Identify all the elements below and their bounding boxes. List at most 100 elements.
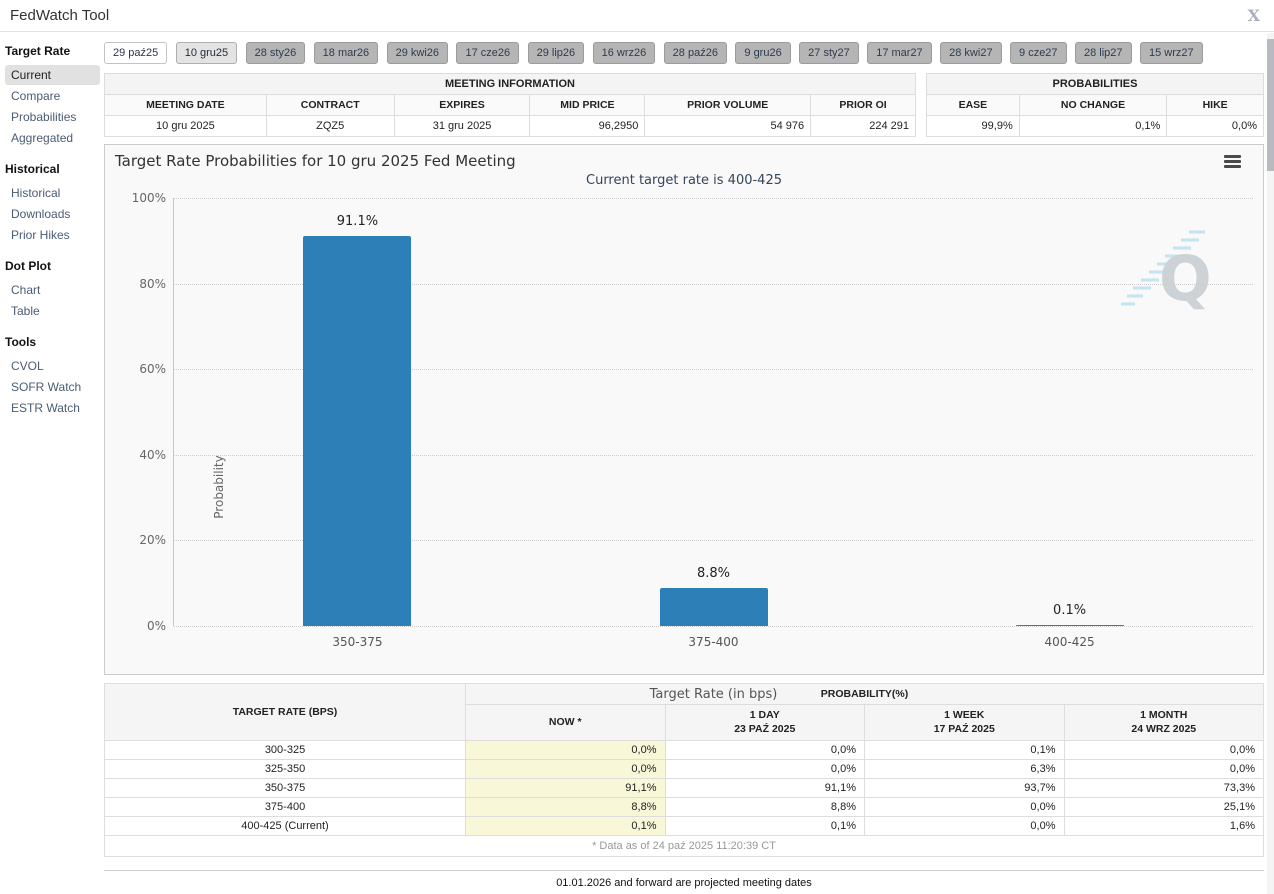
hamburger-menu-icon[interactable]	[1224, 155, 1241, 170]
col-1-week: 1 WEEK 17 PAŹ 2025	[864, 704, 1065, 741]
sidebar-item-compare[interactable]: Compare	[11, 89, 61, 103]
y-axis-tick-label: 40%	[139, 447, 166, 462]
sidebar-item-aggregated[interactable]: Aggregated	[11, 131, 74, 145]
tab-28-kwi27[interactable]: 28 kwi27	[940, 42, 1002, 64]
x-axis-tick-label: 400-425	[1044, 635, 1095, 649]
projected-dates-note: 01.01.2026 and forward are projected mee…	[104, 869, 1264, 894]
sidebar-section-tools: Tools	[5, 335, 37, 349]
now-cell: 0,0%	[465, 758, 666, 779]
meeting-date-value: 10 gru 2025	[104, 115, 267, 137]
table-row: 375-400 8,8% 8,8% 0,0% 25,1%	[104, 796, 1264, 817]
col-contract: CONTRACT	[265, 94, 395, 116]
day-cell: 0,0%	[664, 739, 865, 760]
sidebar-section-target-rate: Target Rate	[5, 44, 71, 58]
bar-value-label: 8.8%	[696, 566, 731, 582]
probability-history-table: TARGET RATE (BPS) PROBABILITY(%) NOW * 1…	[104, 682, 1264, 857]
quikstrike-watermark-icon: Q	[1121, 230, 1212, 315]
month-cell: 25,1%	[1063, 796, 1264, 817]
sidebar-item-chart[interactable]: Chart	[11, 283, 41, 297]
gridline	[174, 283, 1253, 285]
sidebar-item-downloads[interactable]: Downloads	[11, 207, 71, 221]
scrollbar-thumb[interactable]	[1267, 39, 1274, 171]
week-cell: 6,3%	[864, 758, 1065, 779]
tab-28-sty26[interactable]: 28 sty26	[245, 42, 306, 64]
gridline	[174, 540, 1253, 542]
week-cell: 0,0%	[864, 796, 1065, 817]
now-cell: 8,8%	[465, 796, 666, 817]
now-cell: 0,0%	[465, 739, 666, 760]
sidebar-section-historical: Historical	[5, 162, 60, 176]
table-row: 400-425 (Current) 0,1% 0,1% 0,0% 1,6%	[104, 815, 1264, 836]
tab-29-lip26[interactable]: 29 lip26	[527, 42, 585, 64]
month-cell: 73,3%	[1063, 777, 1264, 798]
tab-18-mar26[interactable]: 18 mar26	[313, 42, 379, 64]
y-axis-tick-label: 100%	[131, 191, 166, 205]
bar-350-375[interactable]	[303, 236, 412, 626]
sidebar-item-historical[interactable]: Historical	[11, 186, 61, 200]
x-axis-tick-label: 375-400	[688, 635, 739, 649]
mid-price-value: 96,2950	[529, 115, 646, 137]
sidebar-item-probabilities[interactable]: Probabilities	[11, 110, 77, 124]
month-cell: 0,0%	[1063, 739, 1264, 760]
y-axis-title: Probability	[212, 455, 226, 519]
probability-chart: Target Rate Probabilities for 10 gru 202…	[104, 144, 1264, 702]
sidebar-item-sofr-watch[interactable]: SOFR Watch	[11, 380, 82, 394]
chart-plot: Probability Target Rate (in bps) Q 0% 20%…	[132, 191, 1253, 702]
data-as-of-note: * Data as of 24 paź 2025 11:20:39 CT	[104, 834, 1264, 857]
day-cell: 91,1%	[664, 777, 865, 798]
ease-value: 99,9%	[926, 115, 1020, 137]
gridline	[174, 454, 1253, 456]
probabilities-title: PROBABILITIES	[926, 73, 1264, 95]
col-1-day: 1 DAY 23 PAŹ 2025	[664, 704, 865, 741]
sidebar-section-dot-plot: Dot Plot	[5, 259, 51, 273]
y-axis-tick-label: 60%	[139, 362, 166, 377]
tab-29-paz25[interactable]: 29 paź25	[104, 42, 168, 64]
tab-16-wrz26[interactable]: 16 wrz26	[592, 42, 656, 64]
close-icon[interactable]: X	[1247, 6, 1260, 25]
tab-29-kwi26[interactable]: 29 kwi26	[386, 42, 449, 64]
tab-28-paz26[interactable]: 28 paź26	[663, 42, 727, 64]
tab-15-wrz27[interactable]: 15 wrz27	[1140, 42, 1203, 64]
bar-value-label: 0.1%	[1053, 603, 1087, 618]
sidebar-item-table[interactable]: Table	[11, 304, 40, 318]
table-row: 300-325 0,0% 0,0% 0,1% 0,0%	[104, 739, 1264, 760]
week-cell: 93,7%	[864, 777, 1065, 798]
col-prior-oi: PRIOR OI	[810, 94, 916, 116]
contract-value: ZQZ5	[265, 115, 395, 137]
sidebar-item-current[interactable]: Current	[5, 65, 100, 85]
bar-400-425[interactable]	[1015, 625, 1124, 626]
prior-oi-value: 224 291	[810, 115, 916, 137]
y-axis-tick-label: 0%	[146, 619, 166, 633]
page-title: FedWatch Tool	[10, 7, 110, 24]
sidebar-item-prior-hikes[interactable]: Prior Hikes	[11, 228, 70, 242]
bar-375-400[interactable]	[659, 588, 768, 626]
table-row: 325-350 0,0% 0,0% 6,3% 0,0%	[104, 758, 1264, 779]
tab-9-gru26[interactable]: 9 gru26	[735, 42, 791, 64]
hike-value: 0,0%	[1166, 115, 1264, 137]
rate-cell: 400-425 (Current)	[104, 815, 466, 836]
week-cell: 0,1%	[864, 739, 1065, 760]
table-row: 350-375 91,1% 91,1% 93,7% 73,3%	[104, 777, 1264, 798]
x-axis-title: Target Rate (in bps)	[649, 687, 778, 702]
sidebar: Target Rate Current Compare Probabilitie…	[0, 32, 104, 894]
sidebar-item-cvol[interactable]: CVOL	[11, 359, 44, 373]
no-change-value: 0,1%	[1018, 115, 1168, 137]
x-axis-tick-label: 350-375	[332, 635, 383, 649]
tab-17-mar27[interactable]: 17 mar27	[867, 42, 932, 64]
tab-10-gru25[interactable]: 10 gru25	[175, 42, 238, 64]
rate-cell: 325-350	[104, 758, 466, 779]
tab-17-cze26[interactable]: 17 cze26	[456, 42, 520, 64]
meeting-information-table: MEETING INFORMATION MEETING DATE CONTRAC…	[104, 73, 916, 137]
vertical-scrollbar[interactable]	[1267, 33, 1274, 894]
meeting-date-tabs: 29 paź25 10 gru25 28 sty26 18 mar26 29 k…	[104, 42, 1264, 64]
gridline	[174, 626, 1253, 627]
col-now: NOW *	[465, 704, 666, 741]
tab-9-cze27[interactable]: 9 cze27	[1010, 42, 1067, 64]
col-prior-volume: PRIOR VOLUME	[644, 94, 812, 116]
sidebar-item-estr-watch[interactable]: ESTR Watch	[11, 401, 80, 415]
tab-28-lip27[interactable]: 28 lip27	[1075, 42, 1132, 64]
col-mid-price: MID PRICE	[529, 94, 646, 116]
tab-27-sty27[interactable]: 27 sty27	[799, 42, 859, 64]
rate-cell: 300-325	[104, 739, 466, 760]
svg-text:Q: Q	[1159, 242, 1212, 315]
